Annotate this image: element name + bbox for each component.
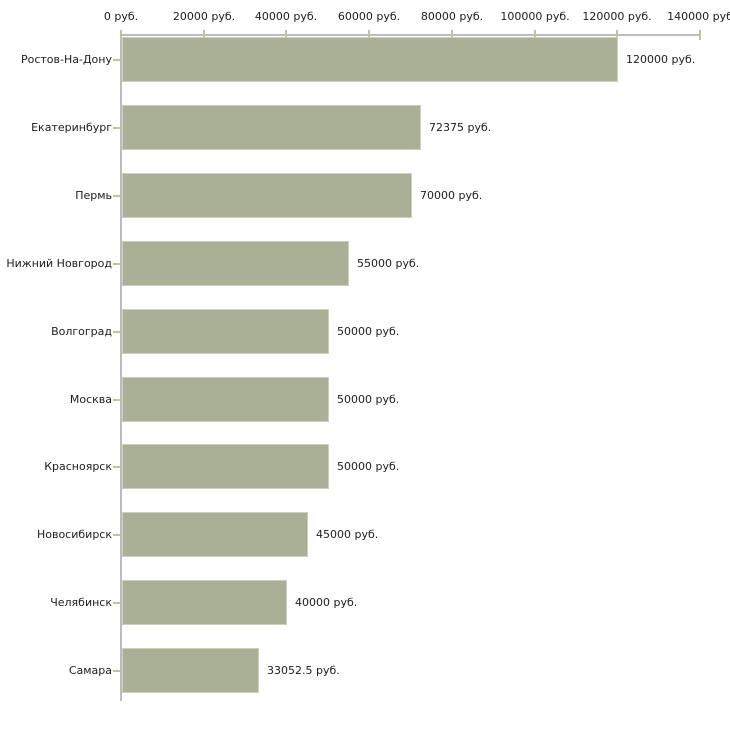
y-axis-line <box>120 35 122 701</box>
y-tick-mark <box>113 601 120 604</box>
y-tick-mark <box>113 533 120 536</box>
x-tick-label: 40000 руб. <box>254 10 318 23</box>
x-tick-mark <box>120 30 122 40</box>
x-tick-mark <box>203 30 205 40</box>
x-tick-label: 120000 руб. <box>582 10 652 23</box>
category-label: Пермь <box>75 188 112 202</box>
x-tick-label: 20000 руб. <box>172 10 236 23</box>
value-label: 120000 руб. <box>626 52 696 66</box>
x-tick-label: 100000 руб. <box>500 10 570 23</box>
x-tick-mark <box>534 30 536 40</box>
value-label: 50000 руб. <box>337 324 400 338</box>
x-tick-label: 0 руб. <box>103 10 139 23</box>
category-label: Москва <box>69 392 112 406</box>
x-tick-mark <box>616 30 618 40</box>
value-label: 50000 руб. <box>337 459 400 473</box>
x-tick-label: 80000 руб. <box>420 10 484 23</box>
x-axis-line <box>121 34 700 36</box>
category-label: Челябинск <box>50 595 112 609</box>
y-tick-mark <box>113 262 120 265</box>
y-tick-mark <box>113 669 120 672</box>
y-tick-mark <box>113 398 120 401</box>
x-tick-mark <box>699 30 701 40</box>
bar <box>122 105 421 150</box>
bar <box>122 648 259 693</box>
y-tick-mark <box>113 330 120 333</box>
category-label: Красноярск <box>44 459 112 473</box>
y-tick-mark <box>113 58 120 61</box>
y-tick-mark <box>113 465 120 468</box>
category-label: Самара <box>68 663 112 677</box>
bar <box>122 512 308 557</box>
bar <box>122 173 412 218</box>
category-label: Екатеринбург <box>31 120 112 134</box>
y-tick-mark <box>113 126 120 129</box>
x-tick-mark <box>451 30 453 40</box>
value-label: 50000 руб. <box>337 392 400 406</box>
bar <box>122 444 329 489</box>
category-label: Волгоград <box>51 324 112 338</box>
category-label: Ростов-На-Дону <box>20 52 112 66</box>
value-label: 72375 руб. <box>429 120 492 134</box>
value-label: 40000 руб. <box>295 595 358 609</box>
value-label: 45000 руб. <box>316 527 379 541</box>
value-label: 70000 руб. <box>420 188 483 202</box>
bar <box>122 37 618 82</box>
bar <box>122 241 349 286</box>
x-tick-label: 60000 руб. <box>337 10 401 23</box>
bar <box>122 580 287 625</box>
value-label: 33052.5 руб. <box>267 663 340 677</box>
x-tick-mark <box>368 30 370 40</box>
x-tick-mark <box>285 30 287 40</box>
y-tick-mark <box>113 194 120 197</box>
bar <box>122 309 329 354</box>
category-label: Нижний Новгород <box>6 256 112 270</box>
bar <box>122 377 329 422</box>
value-label: 55000 руб. <box>357 256 420 270</box>
x-tick-label: 140000 руб <box>667 10 730 23</box>
category-label: Новосибирск <box>36 527 112 541</box>
